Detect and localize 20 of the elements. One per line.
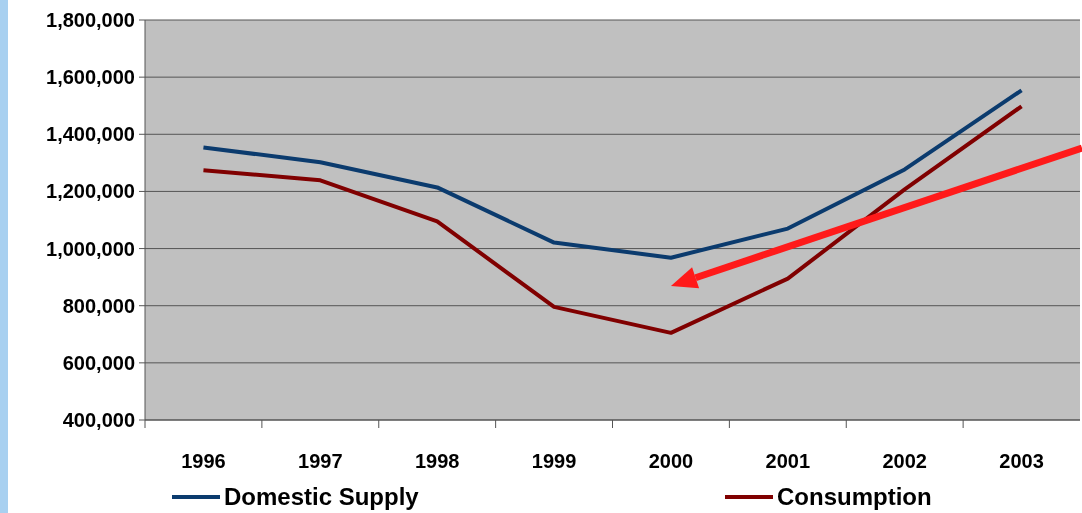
y-tick-label: 1,600,000: [46, 66, 135, 89]
y-tick-label: 600,000: [62, 351, 135, 374]
y-tick-label: 1,000,000: [46, 237, 135, 260]
x-tick-label: 2002: [882, 450, 927, 472]
x-tick-label: 2003: [999, 450, 1044, 472]
x-tick-label: 1996: [181, 450, 226, 472]
x-tick-label: 1999: [531, 450, 577, 472]
y-tick-label: 1,200,000: [46, 180, 135, 203]
y-tick-label: 1,800,000: [46, 9, 135, 31]
x-tick-label: 2000: [648, 450, 694, 472]
line-series: [201, 88, 1024, 260]
x-tick-label: 1998: [414, 450, 460, 472]
x-tick-label: 2001: [765, 450, 811, 472]
legend-label: Domestic Supply: [224, 483, 420, 511]
y-tick-label: 1,400,000: [46, 123, 135, 146]
line-series: [201, 104, 1024, 335]
y-tick-label: 800,000: [62, 294, 135, 317]
legend-label: Consumption: [777, 483, 932, 511]
y-tick-label: 400,000: [62, 409, 135, 431]
x-tick-label: 1997: [298, 450, 343, 472]
